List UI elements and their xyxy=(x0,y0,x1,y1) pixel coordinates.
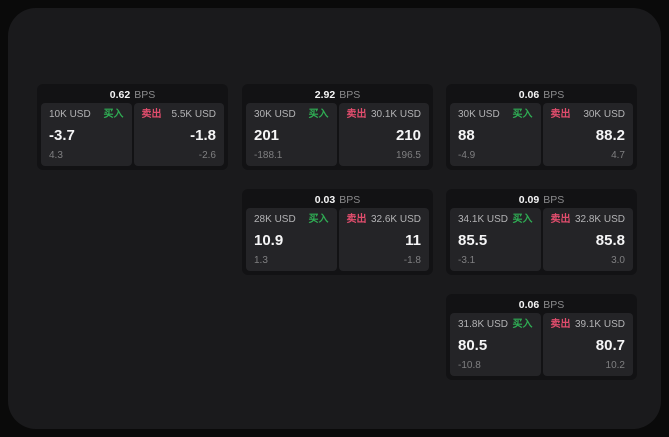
bps-header: 0.03 BPS xyxy=(246,192,429,208)
quote-card: 0.09 BPS 34.1K USD 买入 85.5 -3.1 卖出 32.8K… xyxy=(446,189,637,275)
buy-size-label: 10K USD xyxy=(49,109,91,120)
bps-header: 0.09 BPS xyxy=(450,192,633,208)
buy-panel[interactable]: 31.8K USD 买入 80.5 -10.8 xyxy=(450,313,541,376)
buy-price: 10.9 xyxy=(254,232,284,249)
sell-panel[interactable]: 卖出 32.6K USD 11 -1.8 xyxy=(338,208,429,271)
bps-header: 0.06 BPS xyxy=(450,87,633,103)
bps-unit-label: BPS xyxy=(339,194,361,206)
quote-card: 0.06 BPS 31.8K USD 买入 80.5 -10.8 卖出 39.1… xyxy=(446,294,637,380)
quote-card: 0.06 BPS 30K USD 买入 88 -4.9 卖出 30K USD 8… xyxy=(446,84,637,170)
quote-card: 2.92 BPS 30K USD 买入 201 -188.1 卖出 30.1K … xyxy=(242,84,433,170)
sell-panel[interactable]: 卖出 39.1K USD 80.7 10.2 xyxy=(542,313,633,376)
buy-price: 88 xyxy=(458,127,475,144)
sell-panel[interactable]: 卖出 30K USD 88.2 4.7 xyxy=(542,103,633,166)
buy-price: -3.7 xyxy=(49,127,75,144)
quote-card: 0.62 BPS 10K USD 买入 -3.7 4.3 卖出 5.5K USD… xyxy=(37,84,228,170)
bps-unit-label: BPS xyxy=(339,89,361,101)
buy-size-label: 34.1K USD xyxy=(458,214,509,225)
sell-panel[interactable]: 卖出 30.1K USD 210 196.5 xyxy=(338,103,429,166)
buy-side-label: 买入 xyxy=(512,109,533,120)
bps-header: 0.06 BPS xyxy=(450,297,633,313)
sell-panel[interactable]: 卖出 32.8K USD 85.8 3.0 xyxy=(542,208,633,271)
sell-panel[interactable]: 卖出 5.5K USD -1.8 -2.6 xyxy=(133,103,224,166)
sell-delta: 3.0 xyxy=(611,255,625,266)
sell-side-label: 卖出 xyxy=(550,319,571,330)
sell-size-label: 32.8K USD xyxy=(574,214,625,225)
buy-delta: -4.9 xyxy=(458,150,476,161)
sell-price: 11 xyxy=(405,232,421,249)
buy-delta: -188.1 xyxy=(254,150,283,161)
bps-value: 0.03 xyxy=(314,194,336,206)
sell-delta: 10.2 xyxy=(605,360,625,371)
sell-price: 80.7 xyxy=(595,337,625,354)
bps-unit-label: BPS xyxy=(543,89,565,101)
sell-delta: -2.6 xyxy=(198,150,216,161)
buy-panel[interactable]: 28K USD 买入 10.9 1.3 xyxy=(246,208,337,271)
buy-price: 80.5 xyxy=(458,337,488,354)
buy-panel[interactable]: 10K USD 买入 -3.7 4.3 xyxy=(41,103,132,166)
sell-size-label: 5.5K USD xyxy=(171,109,216,120)
sell-size-label: 32.6K USD xyxy=(370,214,421,225)
sell-size-label: 30K USD xyxy=(583,109,625,120)
bps-value: 0.06 xyxy=(518,89,540,101)
buy-side-label: 买入 xyxy=(103,109,124,120)
buy-side-label: 买入 xyxy=(308,109,329,120)
sell-size-label: 39.1K USD xyxy=(574,319,625,330)
sell-delta: 4.7 xyxy=(611,150,625,161)
sell-side-label: 卖出 xyxy=(346,214,367,225)
sell-side-label: 卖出 xyxy=(550,214,571,225)
buy-delta: 1.3 xyxy=(254,255,268,266)
buy-side-label: 买入 xyxy=(512,319,533,330)
bps-unit-label: BPS xyxy=(543,299,565,311)
sell-delta: 196.5 xyxy=(395,150,421,161)
sell-price: 88.2 xyxy=(595,127,625,144)
bps-unit-label: BPS xyxy=(543,194,565,206)
buy-delta: 4.3 xyxy=(49,150,63,161)
buy-delta: -3.1 xyxy=(458,255,476,266)
quote-card: 0.03 BPS 28K USD 买入 10.9 1.3 卖出 32.6K US… xyxy=(242,189,433,275)
bps-header: 0.62 BPS xyxy=(41,87,224,103)
buy-side-label: 买入 xyxy=(512,214,533,225)
buy-side-label: 买入 xyxy=(308,214,329,225)
sell-price: 210 xyxy=(395,127,421,144)
buy-panel[interactable]: 34.1K USD 买入 85.5 -3.1 xyxy=(450,208,541,271)
bps-value: 2.92 xyxy=(314,89,336,101)
bps-value: 0.62 xyxy=(109,89,131,101)
sell-price: 85.8 xyxy=(595,232,625,249)
bps-value: 0.06 xyxy=(518,299,540,311)
sell-delta: -1.8 xyxy=(403,255,421,266)
buy-delta: -10.8 xyxy=(458,360,481,371)
sell-side-label: 卖出 xyxy=(346,109,367,120)
sell-side-label: 卖出 xyxy=(141,109,162,120)
buy-size-label: 31.8K USD xyxy=(458,319,509,330)
bps-unit-label: BPS xyxy=(134,89,156,101)
buy-panel[interactable]: 30K USD 买入 88 -4.9 xyxy=(450,103,541,166)
buy-price: 85.5 xyxy=(458,232,488,249)
buy-size-label: 28K USD xyxy=(254,214,296,225)
buy-size-label: 30K USD xyxy=(458,109,500,120)
sell-size-label: 30.1K USD xyxy=(370,109,421,120)
bps-value: 0.09 xyxy=(518,194,540,206)
sell-side-label: 卖出 xyxy=(550,109,571,120)
buy-price: 201 xyxy=(254,127,280,144)
buy-panel[interactable]: 30K USD 买入 201 -188.1 xyxy=(246,103,337,166)
bps-header: 2.92 BPS xyxy=(246,87,429,103)
sell-price: -1.8 xyxy=(190,127,216,144)
buy-size-label: 30K USD xyxy=(254,109,296,120)
